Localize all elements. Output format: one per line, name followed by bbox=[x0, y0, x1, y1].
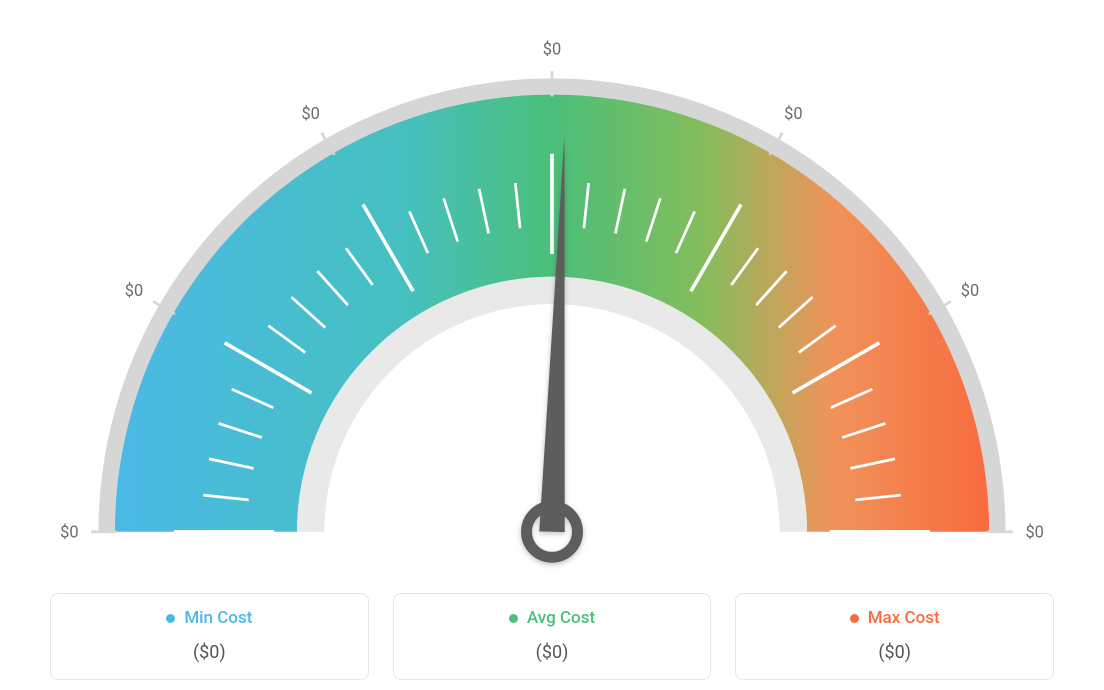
gauge-tick-label: $0 bbox=[961, 282, 979, 301]
gauge-svg: $0 $0 $0 $0 $0 $0 $0 bbox=[42, 20, 1062, 570]
legend-dot-avg bbox=[509, 614, 518, 623]
gauge-tick-label: $0 bbox=[1025, 523, 1043, 542]
legend-value-max: ($0) bbox=[746, 642, 1043, 663]
gauge-chart: $0 $0 $0 $0 $0 $0 $0 bbox=[0, 0, 1104, 570]
legend-text-max: Max Cost bbox=[868, 608, 940, 628]
legend-value-avg: ($0) bbox=[404, 642, 701, 663]
legend-text-avg: Avg Cost bbox=[527, 608, 595, 628]
legend-value-min: ($0) bbox=[61, 642, 358, 663]
gauge-tick-label: $0 bbox=[784, 105, 802, 124]
legend-label-max: Max Cost bbox=[850, 608, 940, 628]
legend-dot-min bbox=[166, 614, 175, 623]
gauge-tick-label: $0 bbox=[125, 282, 143, 301]
legend-dot-max bbox=[850, 614, 859, 623]
legend-card-max: Max Cost ($0) bbox=[735, 593, 1054, 681]
legend-row: Min Cost ($0) Avg Cost ($0) Max Cost ($0… bbox=[50, 593, 1054, 681]
legend-text-min: Min Cost bbox=[184, 608, 252, 628]
gauge-tick-label: $0 bbox=[301, 105, 319, 124]
gauge-tick-label: $0 bbox=[60, 523, 78, 542]
legend-card-min: Min Cost ($0) bbox=[50, 593, 369, 681]
cost-gauge-infographic: $0 $0 $0 $0 $0 $0 $0 Min Cost ($0) Avg Cost ($… bbox=[0, 0, 1104, 690]
legend-card-avg: Avg Cost ($0) bbox=[393, 593, 712, 681]
legend-label-min: Min Cost bbox=[166, 608, 252, 628]
gauge-tick-label: $0 bbox=[543, 41, 561, 60]
legend-label-avg: Avg Cost bbox=[509, 608, 595, 628]
